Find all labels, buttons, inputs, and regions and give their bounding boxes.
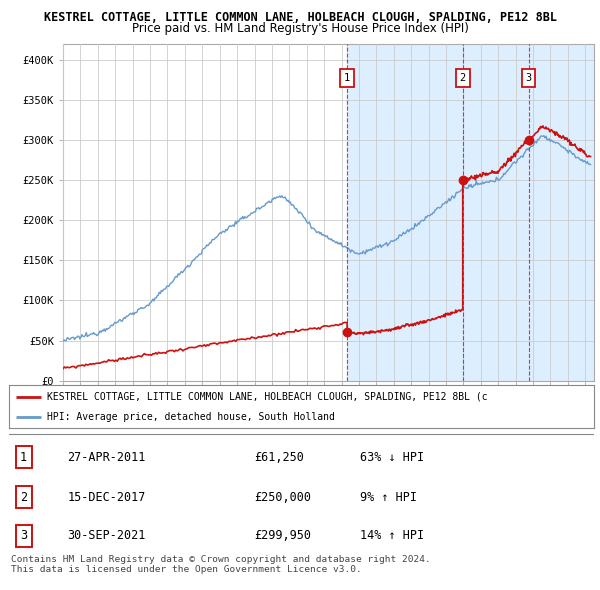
Text: 15-DEC-2017: 15-DEC-2017 [67,491,146,504]
Text: KESTREL COTTAGE, LITTLE COMMON LANE, HOLBEACH CLOUGH, SPALDING, PE12 8BL: KESTREL COTTAGE, LITTLE COMMON LANE, HOL… [44,11,557,24]
Text: 2: 2 [20,491,27,504]
Text: 3: 3 [526,73,532,83]
Text: KESTREL COTTAGE, LITTLE COMMON LANE, HOLBEACH CLOUGH, SPALDING, PE12 8BL (c: KESTREL COTTAGE, LITTLE COMMON LANE, HOL… [47,392,488,402]
Text: 1: 1 [20,451,27,464]
Text: 14% ↑ HPI: 14% ↑ HPI [360,529,424,542]
Text: Price paid vs. HM Land Registry's House Price Index (HPI): Price paid vs. HM Land Registry's House … [131,22,469,35]
Text: 63% ↓ HPI: 63% ↓ HPI [360,451,424,464]
Text: HPI: Average price, detached house, South Holland: HPI: Average price, detached house, Sout… [47,412,335,422]
Text: 2: 2 [460,73,466,83]
Text: £61,250: £61,250 [254,451,305,464]
Text: 3: 3 [20,529,27,542]
Text: 30-SEP-2021: 30-SEP-2021 [67,529,146,542]
Text: Contains HM Land Registry data © Crown copyright and database right 2024.
This d: Contains HM Land Registry data © Crown c… [11,555,431,574]
Text: £299,950: £299,950 [254,529,312,542]
Text: 9% ↑ HPI: 9% ↑ HPI [360,491,417,504]
Text: 27-APR-2011: 27-APR-2011 [67,451,146,464]
Text: £250,000: £250,000 [254,491,312,504]
Bar [347,44,594,381]
Text: 1: 1 [344,73,350,83]
